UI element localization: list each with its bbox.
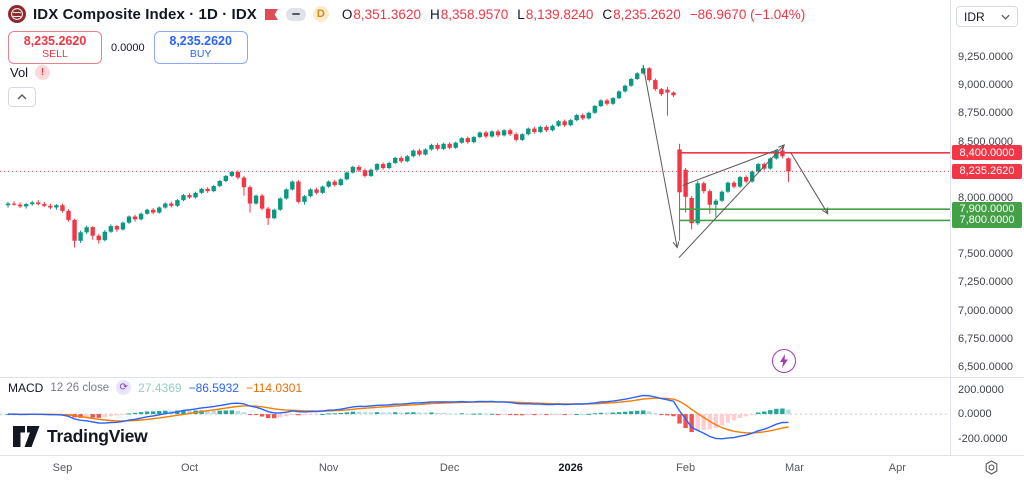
trade-panel: 8,235.2620 SELL 0.0000 8,235.2620 BUY bbox=[8, 31, 248, 64]
price-tick: 8,500.0000 bbox=[958, 135, 1014, 148]
price-tick: 8,750.0000 bbox=[958, 107, 1014, 120]
chevron-down-icon bbox=[1001, 14, 1010, 20]
price-tick: 7,500.0000 bbox=[958, 248, 1014, 261]
close-value: 8,235.2620 bbox=[613, 6, 681, 22]
volume-label[interactable]: Vol bbox=[10, 65, 29, 80]
tradingview-logo-icon bbox=[13, 426, 40, 447]
price-level-badge: 7,900.0000 bbox=[952, 201, 1022, 217]
price-tick: 7,250.0000 bbox=[958, 276, 1014, 289]
interval-badge[interactable]: D bbox=[312, 6, 329, 22]
price-tick: 6,750.0000 bbox=[958, 332, 1014, 345]
close-label: C bbox=[602, 6, 613, 22]
time-label: Feb bbox=[676, 462, 696, 474]
spread-value: 0.0000 bbox=[111, 41, 145, 54]
macd-tick: -200.0000 bbox=[958, 432, 1008, 445]
ohlc-readout: O 8,351.3620 H 8,358.9570 L 8,139.8240 C 8,2… bbox=[342, 7, 805, 22]
price-axis[interactable]: 9,250.0000 9,000.0000 8,750.0000 8,500.0000… bbox=[950, 0, 1024, 455]
time-label: Oct bbox=[180, 462, 199, 474]
macd-params: 12 26 close bbox=[50, 381, 110, 394]
time-axis[interactable]: Sep Oct Nov Dec 2026 Feb Mar Apr bbox=[0, 456, 1024, 485]
macd-tick: 0.0000 bbox=[958, 408, 992, 421]
gear-icon bbox=[985, 460, 998, 475]
time-label: Sep bbox=[52, 462, 73, 474]
price-tick: 9,250.0000 bbox=[958, 51, 1014, 63]
currency-value: IDR bbox=[964, 9, 985, 24]
currency-dropdown[interactable]: IDR bbox=[956, 6, 1018, 27]
sell-label: SELL bbox=[42, 47, 68, 60]
time-label: Nov bbox=[318, 462, 339, 474]
tradingview-logo[interactable]: TradingView bbox=[13, 426, 148, 447]
symbol-title[interactable]: IDX Composite Index · 1D · IDX bbox=[33, 5, 257, 23]
low-label: L bbox=[517, 6, 525, 22]
buy-price: 8,235.2620 bbox=[169, 34, 232, 49]
time-label: Mar bbox=[785, 462, 804, 474]
macd-signal-value: −114.0301 bbox=[245, 380, 303, 395]
buy-button[interactable]: 8,235.2620 BUY bbox=[153, 31, 248, 64]
macd-legend: MACD 12 26 close ⟳ 27.4369 −86.5932 −114… bbox=[8, 380, 302, 395]
open-value: 8,351.3620 bbox=[353, 6, 421, 22]
change-value: −86.9670 (−1.04%) bbox=[689, 6, 806, 22]
volume-error-icon[interactable]: ! bbox=[35, 65, 51, 80]
price-tick: 9,000.0000 bbox=[958, 79, 1014, 92]
lightning-icon bbox=[780, 354, 788, 368]
macd-line-value: −86.5932 bbox=[188, 380, 239, 395]
macd-hist-value: 27.4369 bbox=[138, 380, 182, 395]
open-label: O bbox=[341, 6, 353, 22]
price-tick: 8,000.0000 bbox=[958, 191, 1014, 204]
macd-tick: 200.0000 bbox=[958, 383, 1004, 396]
time-label: 2026 bbox=[558, 462, 583, 474]
price-level-badge: 8,400.0000 bbox=[952, 145, 1022, 161]
chart-header: IDX Composite Index · 1D · IDX D O 8,351.… bbox=[8, 5, 805, 23]
symbol-logo-icon bbox=[8, 5, 26, 23]
sell-price: 8,235.2620 bbox=[23, 34, 87, 49]
collapse-legend-button[interactable] bbox=[8, 87, 36, 107]
time-label: Apr bbox=[888, 462, 906, 474]
lightning-button[interactable] bbox=[772, 349, 796, 373]
low-value: 8,139.8240 bbox=[525, 6, 594, 22]
market-flag-icon[interactable] bbox=[264, 8, 279, 21]
price-tick: 7,000.0000 bbox=[958, 304, 1014, 317]
time-label: Dec bbox=[439, 462, 460, 474]
price-level-badge: 8,235.2620 bbox=[952, 163, 1022, 179]
volume-legend: Vol ! bbox=[10, 65, 51, 80]
high-label: H bbox=[429, 6, 440, 22]
macd-title[interactable]: MACD bbox=[8, 380, 44, 395]
high-value: 8,358.9570 bbox=[440, 6, 509, 22]
chevron-up-icon bbox=[17, 94, 27, 100]
time-axis-settings-button[interactable] bbox=[984, 460, 999, 480]
buy-label: BUY bbox=[189, 47, 212, 60]
tradingview-logo-text: TradingView bbox=[47, 426, 148, 446]
macd-sync-icon[interactable]: ⟳ bbox=[116, 380, 132, 395]
price-level-badge: 7,800.0000 bbox=[952, 212, 1022, 228]
sell-button[interactable]: 8,235.2620 SELL bbox=[8, 31, 102, 64]
legend-minus-icon[interactable] bbox=[285, 7, 306, 21]
price-tick: 6,500.0000 bbox=[958, 360, 1014, 373]
